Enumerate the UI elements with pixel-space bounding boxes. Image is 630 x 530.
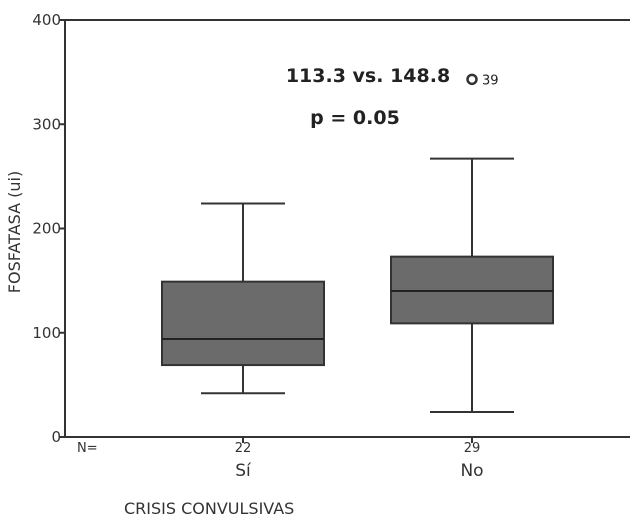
category-label: Sí	[235, 461, 252, 481]
y-tick-label: 100	[32, 324, 61, 342]
outlier-label: 39	[482, 73, 499, 88]
annotation-pvalue: p = 0.05	[310, 107, 400, 129]
y-tick-label: 200	[32, 220, 61, 238]
y-tick-label: 400	[32, 11, 61, 29]
box-si	[161, 280, 325, 367]
n-prefix: N=	[77, 441, 98, 456]
boxes: 22 Sí 29 No 39	[161, 73, 554, 481]
y-axis-label: FOSFATASA (ui)	[5, 171, 24, 293]
category-label: No	[460, 461, 483, 481]
n-count-label: 22	[235, 441, 252, 456]
y-ticks: 0 100 200 300 400	[32, 11, 65, 446]
outlier-point	[466, 73, 478, 86]
annotation-means: 113.3 vs. 148.8	[286, 65, 450, 87]
y-tick-label: 300	[32, 115, 61, 133]
box-no	[390, 255, 554, 325]
n-count-label: 29	[464, 441, 481, 456]
x-axis-label: CRISIS CONVULSIVAS	[124, 499, 294, 518]
y-tick-label: 0	[51, 428, 61, 446]
